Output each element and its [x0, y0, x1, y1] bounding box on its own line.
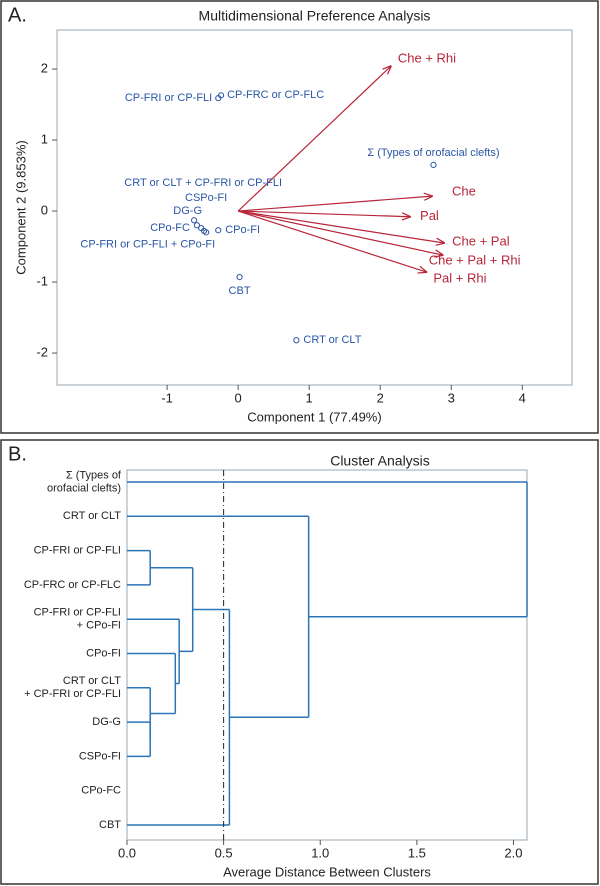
leaf-label: + CPo-FI	[77, 620, 121, 632]
vector-label: Che + Rhi	[398, 51, 456, 66]
panel-frame	[0, 439, 599, 885]
leaf-label: CPo-FI	[86, 647, 121, 659]
x-tick-label: 3	[448, 390, 455, 405]
panel-label: A.	[8, 4, 27, 26]
vector-arrow	[237, 66, 391, 212]
x-tick-label: -1	[161, 390, 173, 405]
plot-area	[56, 29, 573, 386]
vector-arrow	[238, 210, 443, 255]
vector-arrow	[237, 210, 426, 272]
leaf-label: orofacial clefts)	[47, 482, 121, 494]
point	[190, 217, 198, 224]
point	[217, 92, 225, 99]
point-label: CBT	[229, 285, 251, 297]
point	[293, 337, 300, 344]
point-label: CSPo-FI	[185, 192, 227, 204]
vector-label: Che	[452, 184, 476, 199]
panel-frame	[0, 0, 599, 434]
leaf-label: CBT	[99, 819, 121, 831]
y-axis-title: Component 2 (9.853%)	[13, 140, 28, 274]
point-label: CPo-FI	[225, 224, 260, 236]
point	[215, 227, 222, 234]
point	[236, 273, 243, 281]
point-label: CPo-FC	[150, 222, 190, 234]
point	[203, 229, 210, 236]
x-tick-label: 1.5	[408, 845, 426, 860]
leaf-label: DG-G	[92, 716, 121, 728]
x-tick-label: 0	[235, 390, 242, 405]
x-axis-title: Average Distance Between Clusters	[223, 864, 431, 879]
point-label: DG-G	[173, 205, 202, 217]
leaf-label: CP-FRI or CP-FLI	[34, 607, 121, 619]
leaf-label: + CP-FRI or CP-FLI	[24, 688, 121, 700]
y-tick-label: 0	[41, 202, 48, 217]
vector-label: Che + Pal + Rhi	[429, 253, 521, 268]
vector-arrow	[238, 210, 444, 243]
leaf-label: CRT or CLT	[63, 675, 121, 687]
x-tick-label: 0.5	[215, 845, 233, 860]
plot-area	[126, 469, 528, 841]
vector-label: Pal + Rhi	[433, 271, 486, 286]
point-label: CRT or CLT	[303, 334, 361, 346]
y-tick-label: -2	[36, 344, 48, 359]
x-tick-label: 1.0	[311, 845, 329, 860]
x-tick-label: 0.0	[118, 845, 136, 860]
point-label: CP-FRI or CP-FLI + CPo-FI	[80, 238, 215, 250]
point-label: CRT or CLT + CP-FRI or CP-FLI	[124, 177, 282, 189]
chart-title: Cluster Analysis	[330, 453, 430, 469]
point	[193, 222, 201, 229]
vector-label: Che + Pal	[452, 233, 510, 248]
point-label: CP-FRC or CP-FLC	[227, 89, 324, 101]
point	[430, 161, 437, 168]
leaf-label: CP-FRI or CP-FLI	[34, 545, 121, 557]
chart-title: Multidimensional Preference Analysis	[199, 8, 431, 24]
x-axis-title: Component 1 (77.49%)	[247, 409, 381, 424]
leaf-label: CP-FRC or CP-FLC	[24, 579, 121, 591]
x-tick-label: 1	[306, 390, 313, 405]
x-tick-label: 4	[519, 390, 526, 405]
leaf-label: Σ (Types of	[66, 469, 122, 481]
vector-label: Pal	[420, 208, 439, 223]
leaf-label: CSPo-FI	[79, 750, 121, 762]
point-label: Σ (Types of orofacial clefts)	[367, 147, 499, 159]
panel-label: B.	[8, 443, 27, 465]
vector-arrow	[238, 196, 432, 212]
y-tick-label: 2	[41, 60, 48, 75]
x-tick-label: 2.0	[504, 845, 522, 860]
leaf-label: CRT or CLT	[63, 510, 121, 522]
y-tick-label: -1	[36, 273, 48, 288]
point-label: CP-FRI or CP-FLI	[125, 92, 212, 104]
x-tick-label: 2	[377, 390, 384, 405]
y-tick-label: 1	[41, 131, 48, 146]
vector-arrow	[238, 210, 410, 217]
leaf-label: CPo-FC	[81, 785, 121, 797]
